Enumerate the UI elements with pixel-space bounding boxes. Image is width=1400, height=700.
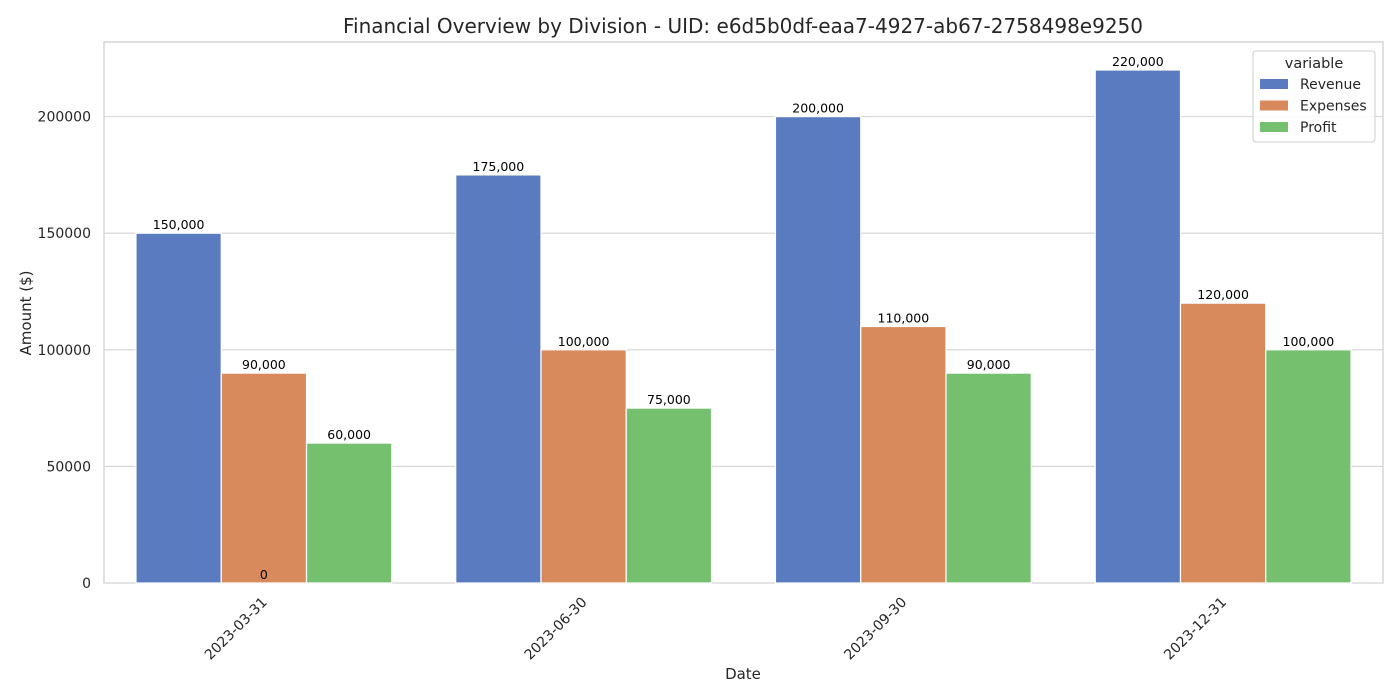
bar-revenue (1094, 69, 1182, 584)
x-tick-label: 2023-03-31 (202, 595, 271, 664)
bar-value-label: 200,000 (792, 101, 844, 116)
x-tick-label: 2023-12-31 (1161, 595, 1230, 664)
bar-revenue (135, 232, 222, 584)
y-tick-label: 150000 (38, 226, 91, 242)
bar-value-label: 220,000 (1112, 54, 1164, 69)
legend-entry: Profit (1300, 120, 1337, 136)
y-axis-label: Amount ($) (17, 271, 35, 356)
bar-revenue (774, 116, 862, 584)
legend: variable Revenue Expenses Profit (1252, 50, 1376, 143)
y-tick-label: 50000 (46, 459, 91, 475)
bar-labels: 150,000 90,000 60,000 175,000 100,000 75,000 2… (153, 54, 1335, 442)
bar-expenses (540, 349, 627, 584)
x-axis-ticks: 2023-03-31 2023-06-30 2023-09-30 2023-12-31 (202, 595, 1230, 664)
bar-profit (625, 407, 713, 584)
legend-swatch (1260, 79, 1288, 89)
chart-title: Financial Overview by Division - UID: e6… (343, 14, 1143, 38)
bar-value-label: 100,000 (1283, 334, 1335, 349)
legend-entry: Expenses (1300, 99, 1367, 115)
bar-profit (1265, 349, 1352, 584)
legend-title: variable (1285, 56, 1344, 72)
bar-profit (945, 372, 1032, 584)
x-tick-label: 2023-09-30 (841, 595, 910, 664)
bar-expenses (1179, 302, 1267, 584)
y-tick-label: 100000 (38, 343, 91, 359)
bar-value-label: 120,000 (1197, 287, 1249, 302)
bar-value-label: 110,000 (878, 310, 930, 325)
bar-value-label: 60,000 (327, 427, 371, 442)
bar-value-label: 150,000 (153, 217, 205, 232)
bar-revenue (455, 174, 542, 584)
legend-box (1252, 50, 1376, 143)
bar-expenses (220, 372, 308, 584)
y-tick-label: 200000 (38, 110, 91, 126)
y-tick-label: 0 (82, 576, 91, 592)
bar-value-label: 90,000 (967, 357, 1011, 372)
x-axis-label: Date (725, 665, 761, 683)
bars (135, 69, 1352, 584)
zero-annotation: 0 (260, 567, 268, 582)
bar-profit (305, 442, 393, 584)
bar-expenses (860, 325, 947, 584)
bar-value-label: 75,000 (647, 392, 691, 407)
bar-value-label: 90,000 (242, 357, 286, 372)
bar-value-label: 100,000 (558, 334, 610, 349)
legend-swatch (1260, 122, 1288, 132)
legend-swatch (1260, 100, 1288, 111)
legend-entry: Revenue (1300, 77, 1361, 93)
x-tick-label: 2023-06-30 (522, 595, 591, 664)
y-axis-ticks: 0 50000 100000 150000 200000 (38, 110, 91, 592)
bar-value-label: 175,000 (473, 159, 525, 174)
